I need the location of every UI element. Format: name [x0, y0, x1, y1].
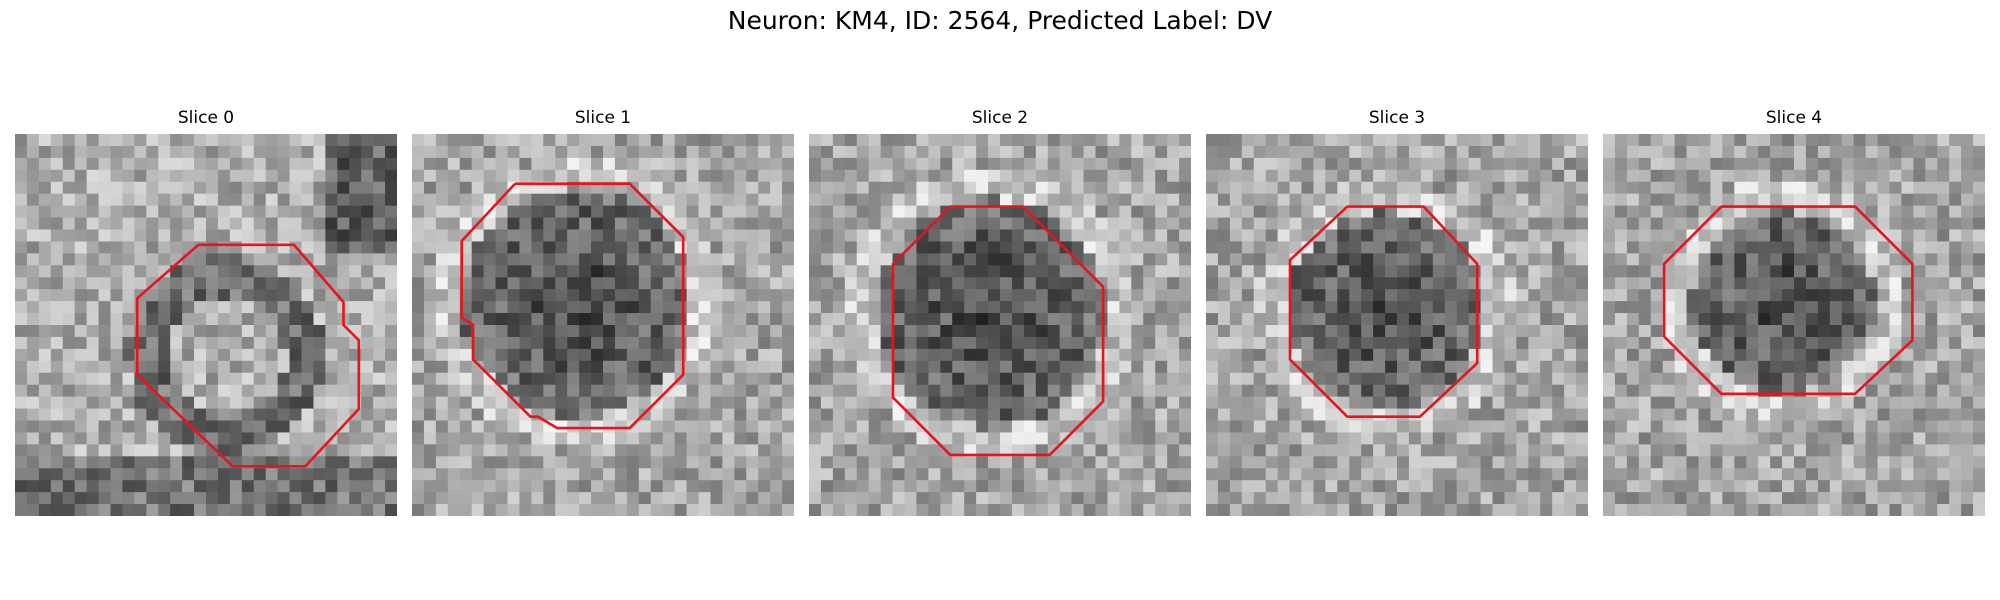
roi-outline-0	[135, 243, 361, 468]
slice-title-0: Slice 0	[177, 108, 235, 128]
roi-outline-2	[891, 205, 1105, 457]
slice-image-1	[412, 134, 794, 516]
figure-title: Neuron: KM4, ID: 2564, Predicted Label: …	[727, 6, 1273, 35]
roi-outline-1	[460, 182, 685, 430]
slice-image-3	[1206, 134, 1588, 516]
slice-title-2: Slice 2	[971, 108, 1029, 128]
slice-image-2	[809, 134, 1191, 516]
slice-title-4: Slice 4	[1765, 108, 1823, 128]
slice-title-1: Slice 1	[574, 108, 632, 128]
roi-outline-4	[1662, 205, 1914, 396]
slice-title-3: Slice 3	[1368, 108, 1426, 128]
slice-image-4	[1603, 134, 1985, 516]
roi-outline-3	[1288, 205, 1479, 419]
slice-panels: Slice 0 Slice 1 Slice 2 Slice 3 Slice 4	[15, 108, 1985, 518]
slice-image-0	[15, 134, 397, 516]
